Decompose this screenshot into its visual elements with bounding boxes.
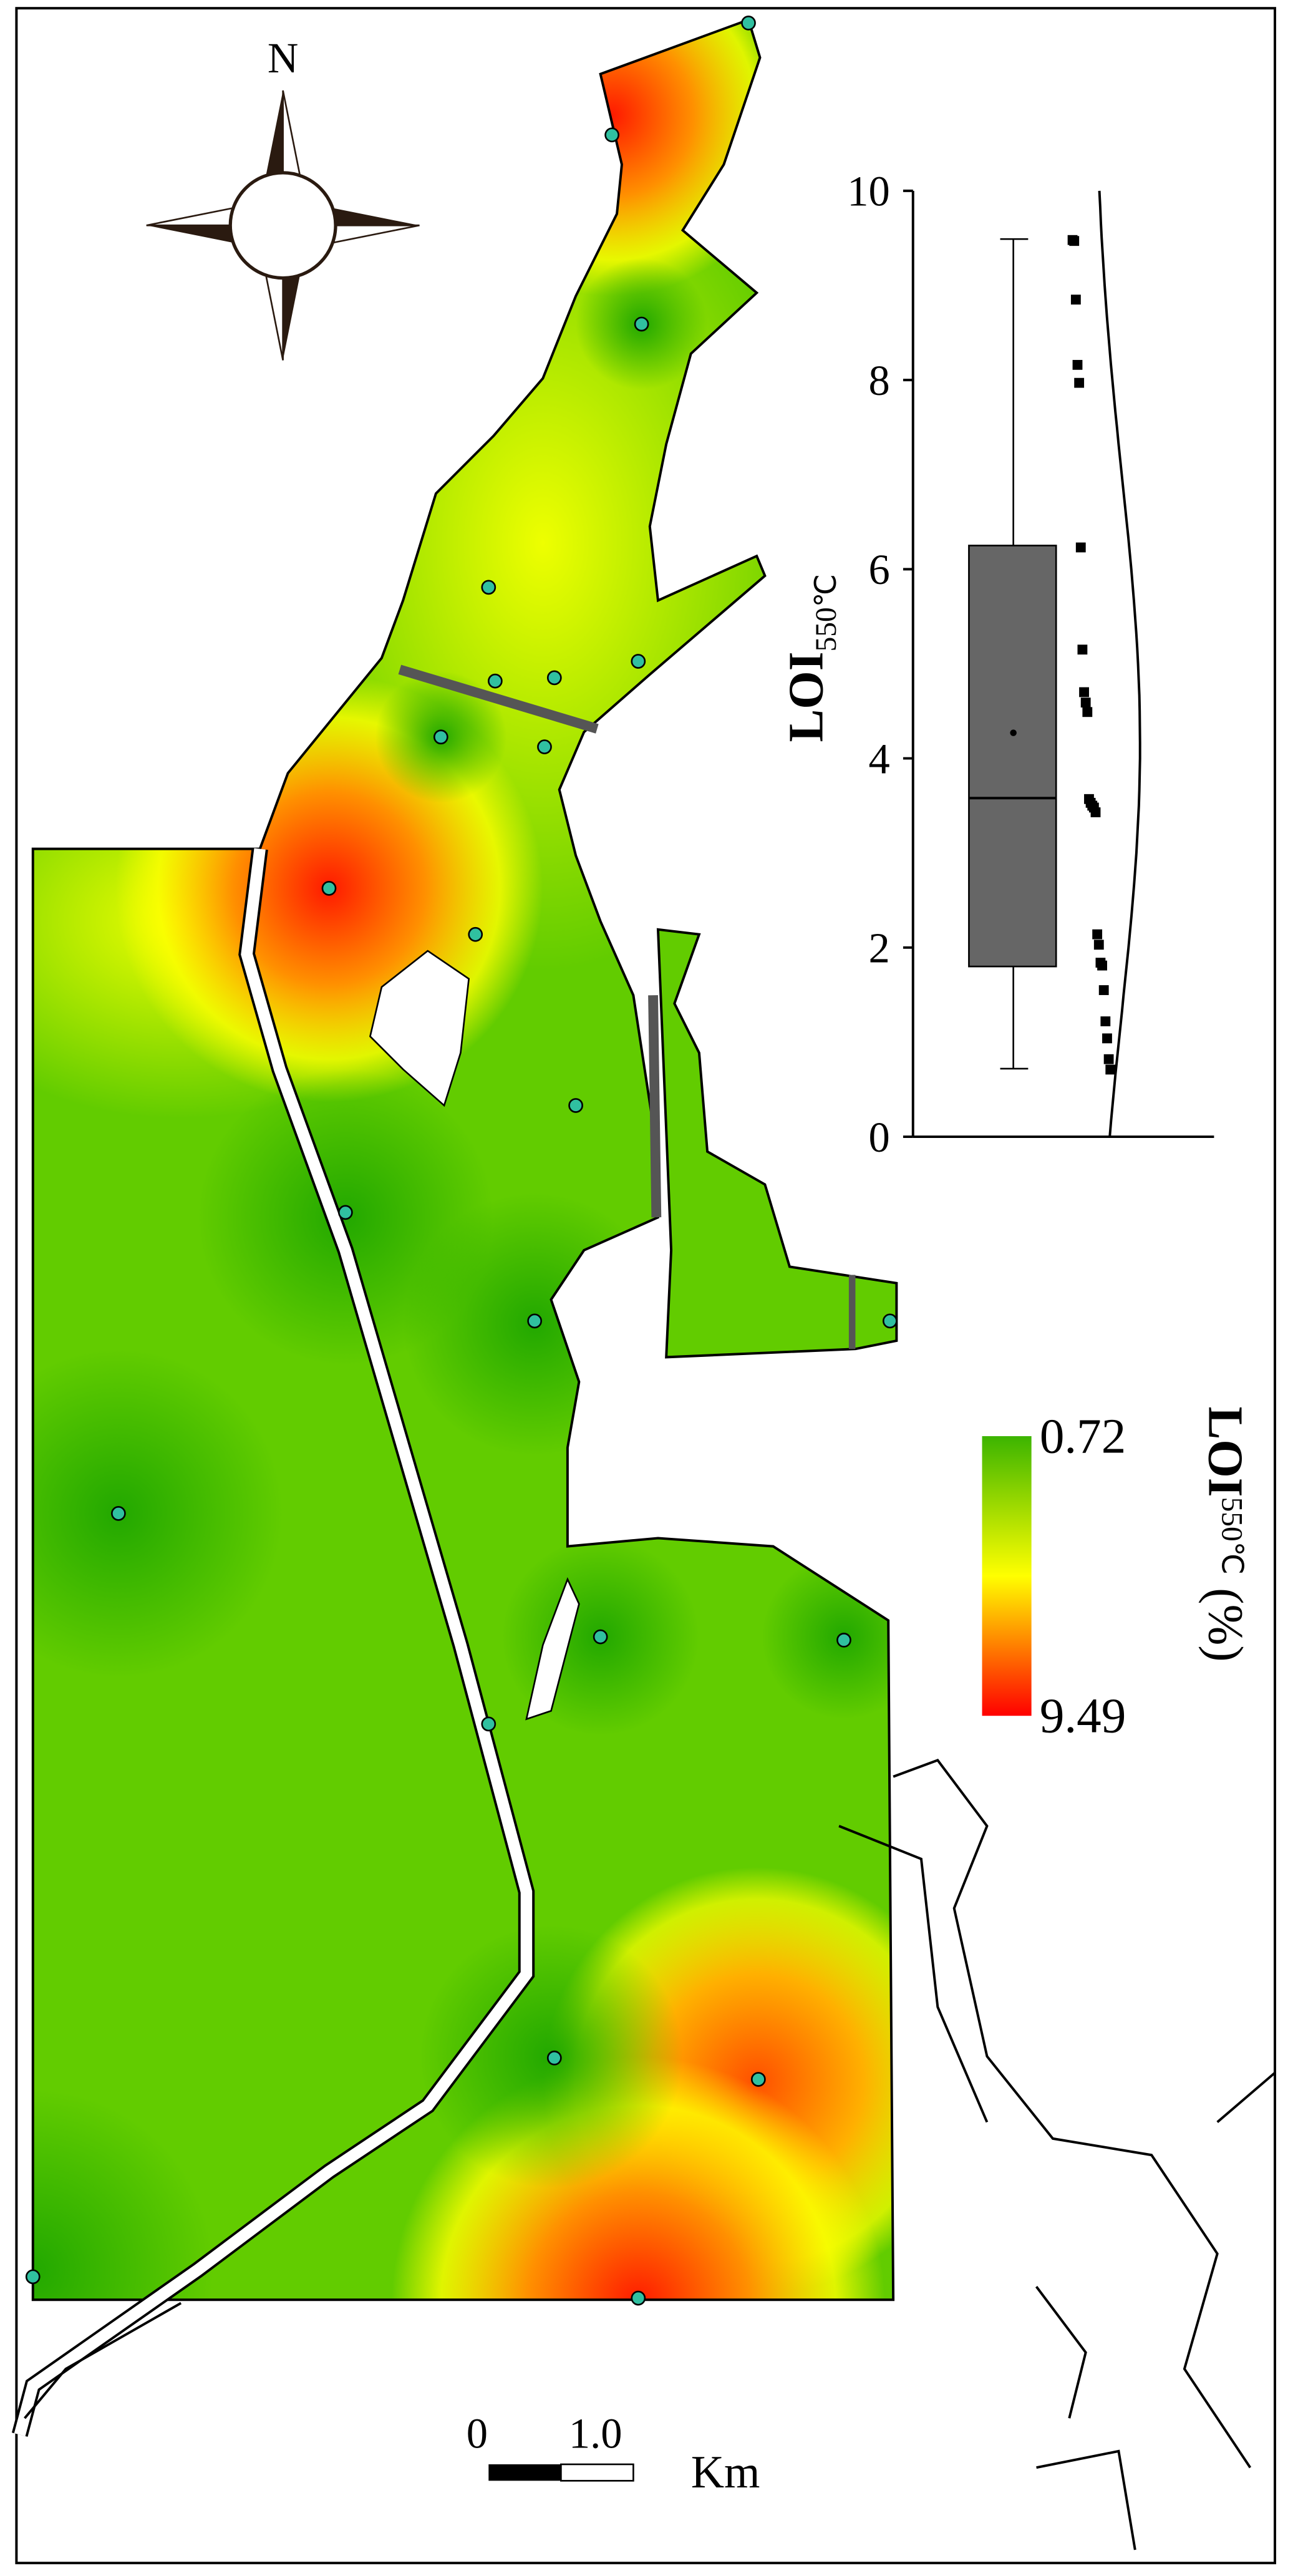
coastline	[24, 1759, 1276, 2550]
scale-bar: 0 1.0 Km	[467, 2410, 760, 2497]
data-point	[1080, 697, 1091, 708]
station	[25, 2269, 41, 2285]
box-plot: LOI550℃ 0 2 4 6 8 10	[780, 168, 1214, 1161]
island	[525, 1577, 580, 1721]
legend-title-main: LOI	[1198, 1406, 1252, 1497]
y-tick-label: 10	[847, 168, 890, 215]
station	[321, 881, 337, 896]
legend: 0.72 9.49 LOI550℃ (%)	[982, 1406, 1252, 1744]
station	[537, 739, 552, 754]
legend-title-sub: 550℃	[1216, 1497, 1248, 1575]
data-point	[1069, 236, 1080, 246]
legend-bottom-label: 9.49	[1040, 1689, 1126, 1744]
station	[546, 670, 562, 686]
distribution-curve	[1098, 190, 1141, 1137]
y-tick-label: 6	[869, 546, 890, 593]
station	[337, 1205, 353, 1220]
data-point	[1079, 687, 1089, 697]
data-point	[1070, 294, 1081, 305]
station	[487, 673, 503, 689]
mean	[1010, 729, 1017, 736]
y-tick-label: 8	[869, 357, 890, 404]
station	[882, 1313, 898, 1329]
y-axis-label: LOI550℃	[780, 574, 843, 742]
colorbar	[982, 1436, 1032, 1716]
data-point	[1077, 644, 1088, 655]
data-point	[1102, 1033, 1112, 1044]
scale-unit: Km	[691, 2446, 760, 2497]
scale-end: 1.0	[569, 2410, 622, 2457]
legend-title-unit: (%)	[1198, 1588, 1252, 1662]
frame	[15, 7, 1276, 2565]
scale-start: 0	[467, 2410, 488, 2457]
data-point	[1090, 807, 1101, 817]
y-axis-label-sub: 550℃	[810, 574, 843, 651]
data-point	[1100, 1016, 1111, 1026]
station	[593, 1629, 608, 1645]
station	[433, 729, 448, 745]
y-tick-label: 4	[869, 735, 890, 782]
island	[369, 950, 470, 1107]
station	[546, 2050, 562, 2066]
station	[750, 2072, 766, 2087]
data-point	[1072, 359, 1083, 370]
legend-title: LOI550℃ (%)	[1198, 1406, 1252, 1661]
dam	[398, 664, 599, 734]
station	[634, 316, 649, 332]
data-point	[1093, 940, 1104, 950]
data-point	[1105, 1064, 1116, 1075]
data-point	[1074, 377, 1085, 388]
data-point	[1092, 929, 1103, 940]
station	[481, 1716, 496, 1732]
north-arrow: N	[146, 34, 420, 361]
station	[604, 127, 619, 143]
y-tick-label: 2	[869, 925, 890, 972]
station	[111, 1506, 126, 1521]
stations	[25, 16, 898, 2306]
data-point	[1103, 1054, 1114, 1064]
station	[741, 16, 756, 31]
data-point	[1097, 960, 1107, 971]
station	[468, 926, 483, 942]
station	[527, 1313, 543, 1329]
river	[14, 848, 533, 2436]
y-axis-label-main: LOI	[780, 651, 834, 742]
station	[836, 1633, 851, 1648]
y-tick-label: 0	[869, 1114, 890, 1161]
box	[968, 545, 1057, 968]
station	[481, 580, 496, 595]
dam	[648, 995, 662, 1218]
station	[631, 2290, 646, 2306]
data-point	[1082, 707, 1093, 717]
data-point	[1075, 542, 1086, 553]
legend-top-label: 0.72	[1040, 1409, 1126, 1464]
north-label: N	[268, 34, 299, 82]
station	[568, 1098, 583, 1113]
data-point	[1098, 985, 1109, 995]
station	[631, 654, 646, 669]
